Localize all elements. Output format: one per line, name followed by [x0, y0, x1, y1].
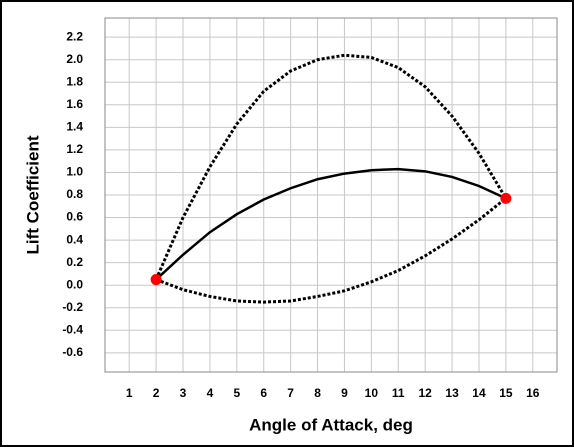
curve: [155, 197, 507, 304]
x-tick-label: 14: [472, 386, 486, 400]
y-tick-label: 0.0: [66, 277, 83, 291]
x-tick-label: 9: [341, 386, 348, 400]
x-tick-label: 1: [126, 386, 133, 400]
y-tick-label: 0.8: [66, 187, 83, 201]
y-axis-title: Lift Coefficient: [23, 135, 42, 254]
y-tick-label: 1.4: [66, 120, 83, 134]
y-tick-label: 1.2: [66, 142, 83, 156]
y-tick-label: 1.6: [66, 97, 83, 111]
x-tick-label: 15: [499, 386, 513, 400]
x-tick-label: 4: [207, 386, 214, 400]
y-tick-label: 0.4: [66, 232, 83, 246]
x-tick-label: 3: [180, 386, 187, 400]
y-tick-label: 1.8: [66, 74, 83, 88]
point: [150, 274, 162, 286]
x-tick-label: 11: [392, 386, 405, 400]
y-tick-label: 2.0: [66, 52, 83, 66]
x-tick-label: 12: [418, 386, 432, 400]
x-tick-label: 13: [445, 386, 459, 400]
y-tick-label: 1.0: [66, 165, 83, 179]
x-axis-title: Angle of Attack, deg: [249, 415, 413, 434]
y-tick-label: -0.4: [62, 322, 83, 336]
y-tick-label: -0.6: [62, 345, 83, 359]
x-tick-label: 7: [287, 386, 294, 400]
point: [500, 192, 512, 204]
x-tick-label: 8: [314, 386, 321, 400]
x-tick-label: 6: [260, 386, 267, 400]
y-tick-label: -0.2: [62, 300, 83, 314]
plot-border: [104, 17, 558, 373]
curve: [154, 53, 508, 281]
y-tick-label: 0.2: [66, 255, 83, 269]
y-tick-label: 0.6: [66, 210, 83, 224]
curve: [155, 167, 507, 281]
x-tick-label: 16: [526, 386, 540, 400]
x-tick-label: 5: [233, 386, 240, 400]
x-tick-label: 10: [365, 386, 379, 400]
x-tick-label: 2: [153, 386, 160, 400]
y-tick-label: 2.2: [66, 29, 83, 43]
